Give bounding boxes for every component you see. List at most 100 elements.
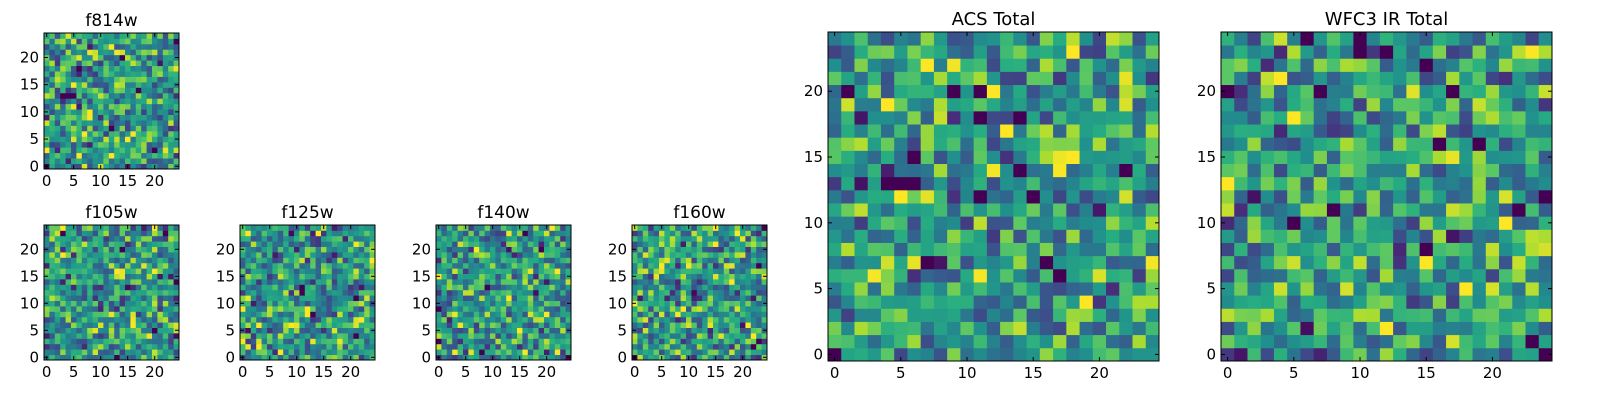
heatmap-cell	[152, 279, 158, 285]
heatmap-cell	[1053, 32, 1067, 46]
heatmap-cell	[986, 137, 1001, 151]
heatmap-cell	[173, 33, 180, 39]
heatmap-cell	[648, 327, 654, 334]
heatmap-cell	[1406, 137, 1420, 151]
heatmap-cell	[162, 125, 169, 132]
heatmap-cell	[745, 311, 752, 318]
heatmap-cell	[637, 316, 644, 323]
heatmap-cell	[696, 230, 703, 237]
heatmap-cell	[473, 316, 480, 323]
x-tick-label: 20	[1090, 364, 1109, 382]
heatmap-cell	[103, 349, 110, 355]
heatmap-cell	[1393, 347, 1407, 362]
heatmap-cell	[119, 163, 126, 170]
heatmap-cell	[321, 343, 327, 350]
heatmap-cell	[828, 242, 842, 257]
heatmap-cell	[920, 137, 935, 151]
heatmap-cell	[119, 152, 126, 159]
heatmap-cell	[87, 54, 93, 61]
heatmap-cell	[337, 327, 343, 334]
heatmap-cell	[288, 235, 295, 242]
heatmap-cell	[54, 92, 61, 99]
heatmap-cell	[522, 262, 529, 269]
heatmap-cell	[168, 125, 174, 132]
heatmap-cell	[294, 311, 300, 318]
heatmap-cell	[718, 343, 725, 350]
heatmap-cell	[740, 338, 746, 345]
heatmap-cell	[364, 327, 370, 334]
heatmap-cell	[114, 343, 120, 350]
heatmap-cell	[506, 225, 512, 231]
heatmap-cell	[65, 98, 72, 105]
heatmap-cell	[696, 241, 703, 247]
heatmap-cell	[108, 49, 115, 56]
heatmap-cell	[686, 257, 692, 264]
heatmap-cell	[664, 349, 671, 355]
heatmap-cell	[1079, 137, 1094, 151]
heatmap-cell	[517, 257, 523, 264]
heatmap-cell	[168, 130, 174, 137]
heatmap-cell	[125, 322, 131, 328]
heatmap-cell	[473, 354, 480, 361]
heatmap-cell	[920, 268, 935, 283]
heatmap-cell	[479, 252, 485, 258]
heatmap-cell	[1287, 97, 1301, 112]
heatmap-cell	[135, 141, 142, 148]
heatmap-cell	[71, 147, 77, 154]
heatmap-cell	[1092, 189, 1107, 204]
heatmap-cell	[457, 257, 464, 264]
heatmap-cell	[277, 354, 284, 361]
heatmap-cell	[1013, 58, 1027, 72]
heatmap-cell	[446, 300, 453, 307]
heatmap-cell	[92, 65, 99, 72]
heatmap-cell	[130, 279, 137, 285]
heatmap-cell	[277, 235, 284, 242]
heatmap-cell	[135, 257, 142, 264]
heatmap-cell	[54, 322, 61, 328]
heatmap-cell	[538, 354, 545, 361]
heatmap-cell	[71, 333, 77, 339]
heatmap-cell	[76, 158, 83, 164]
heatmap-cell	[76, 273, 83, 280]
heatmap-cell	[348, 333, 354, 339]
heatmap-cell	[686, 300, 692, 307]
heatmap-cell	[44, 38, 50, 45]
heatmap-cell	[1340, 58, 1354, 72]
heatmap-cell	[245, 273, 252, 280]
heatmap-cell	[98, 262, 104, 269]
heatmap-cell	[277, 230, 284, 237]
heatmap-cell	[157, 235, 164, 242]
heatmap-cell	[1459, 71, 1473, 86]
heatmap-cell	[141, 43, 147, 50]
heatmap-cell	[479, 262, 485, 269]
y-tick-label: 20	[1197, 82, 1216, 100]
heatmap-cell	[119, 65, 126, 72]
heatmap-cell	[554, 230, 561, 237]
heatmap-cell	[495, 225, 502, 231]
heatmap-cell	[1234, 308, 1248, 322]
heatmap-cell	[463, 349, 469, 355]
heatmap-cell	[342, 327, 349, 334]
heatmap-cell	[490, 246, 496, 253]
heatmap-cell	[506, 349, 512, 355]
heatmap-cell	[114, 246, 120, 253]
heatmap-cell	[446, 268, 453, 274]
heatmap-cell	[168, 92, 174, 99]
heatmap-cell	[1512, 45, 1526, 59]
heatmap-cell	[71, 322, 77, 328]
heatmap-cell	[436, 333, 442, 339]
heatmap-cell	[173, 71, 180, 77]
heatmap-cell	[304, 311, 311, 318]
heatmap-cell	[92, 141, 99, 148]
heatmap-cell	[92, 284, 99, 291]
heatmap-cell	[1260, 334, 1275, 349]
heatmap-cell	[1353, 268, 1368, 283]
heatmap-cell	[331, 316, 338, 323]
heatmap-cell	[734, 300, 741, 307]
heatmap-cell	[1079, 282, 1094, 296]
heatmap-cell	[364, 300, 370, 307]
heatmap-cell	[261, 354, 268, 361]
heatmap-cell	[60, 284, 66, 291]
heatmap-cell	[65, 103, 72, 110]
heatmap-cell	[92, 295, 99, 301]
